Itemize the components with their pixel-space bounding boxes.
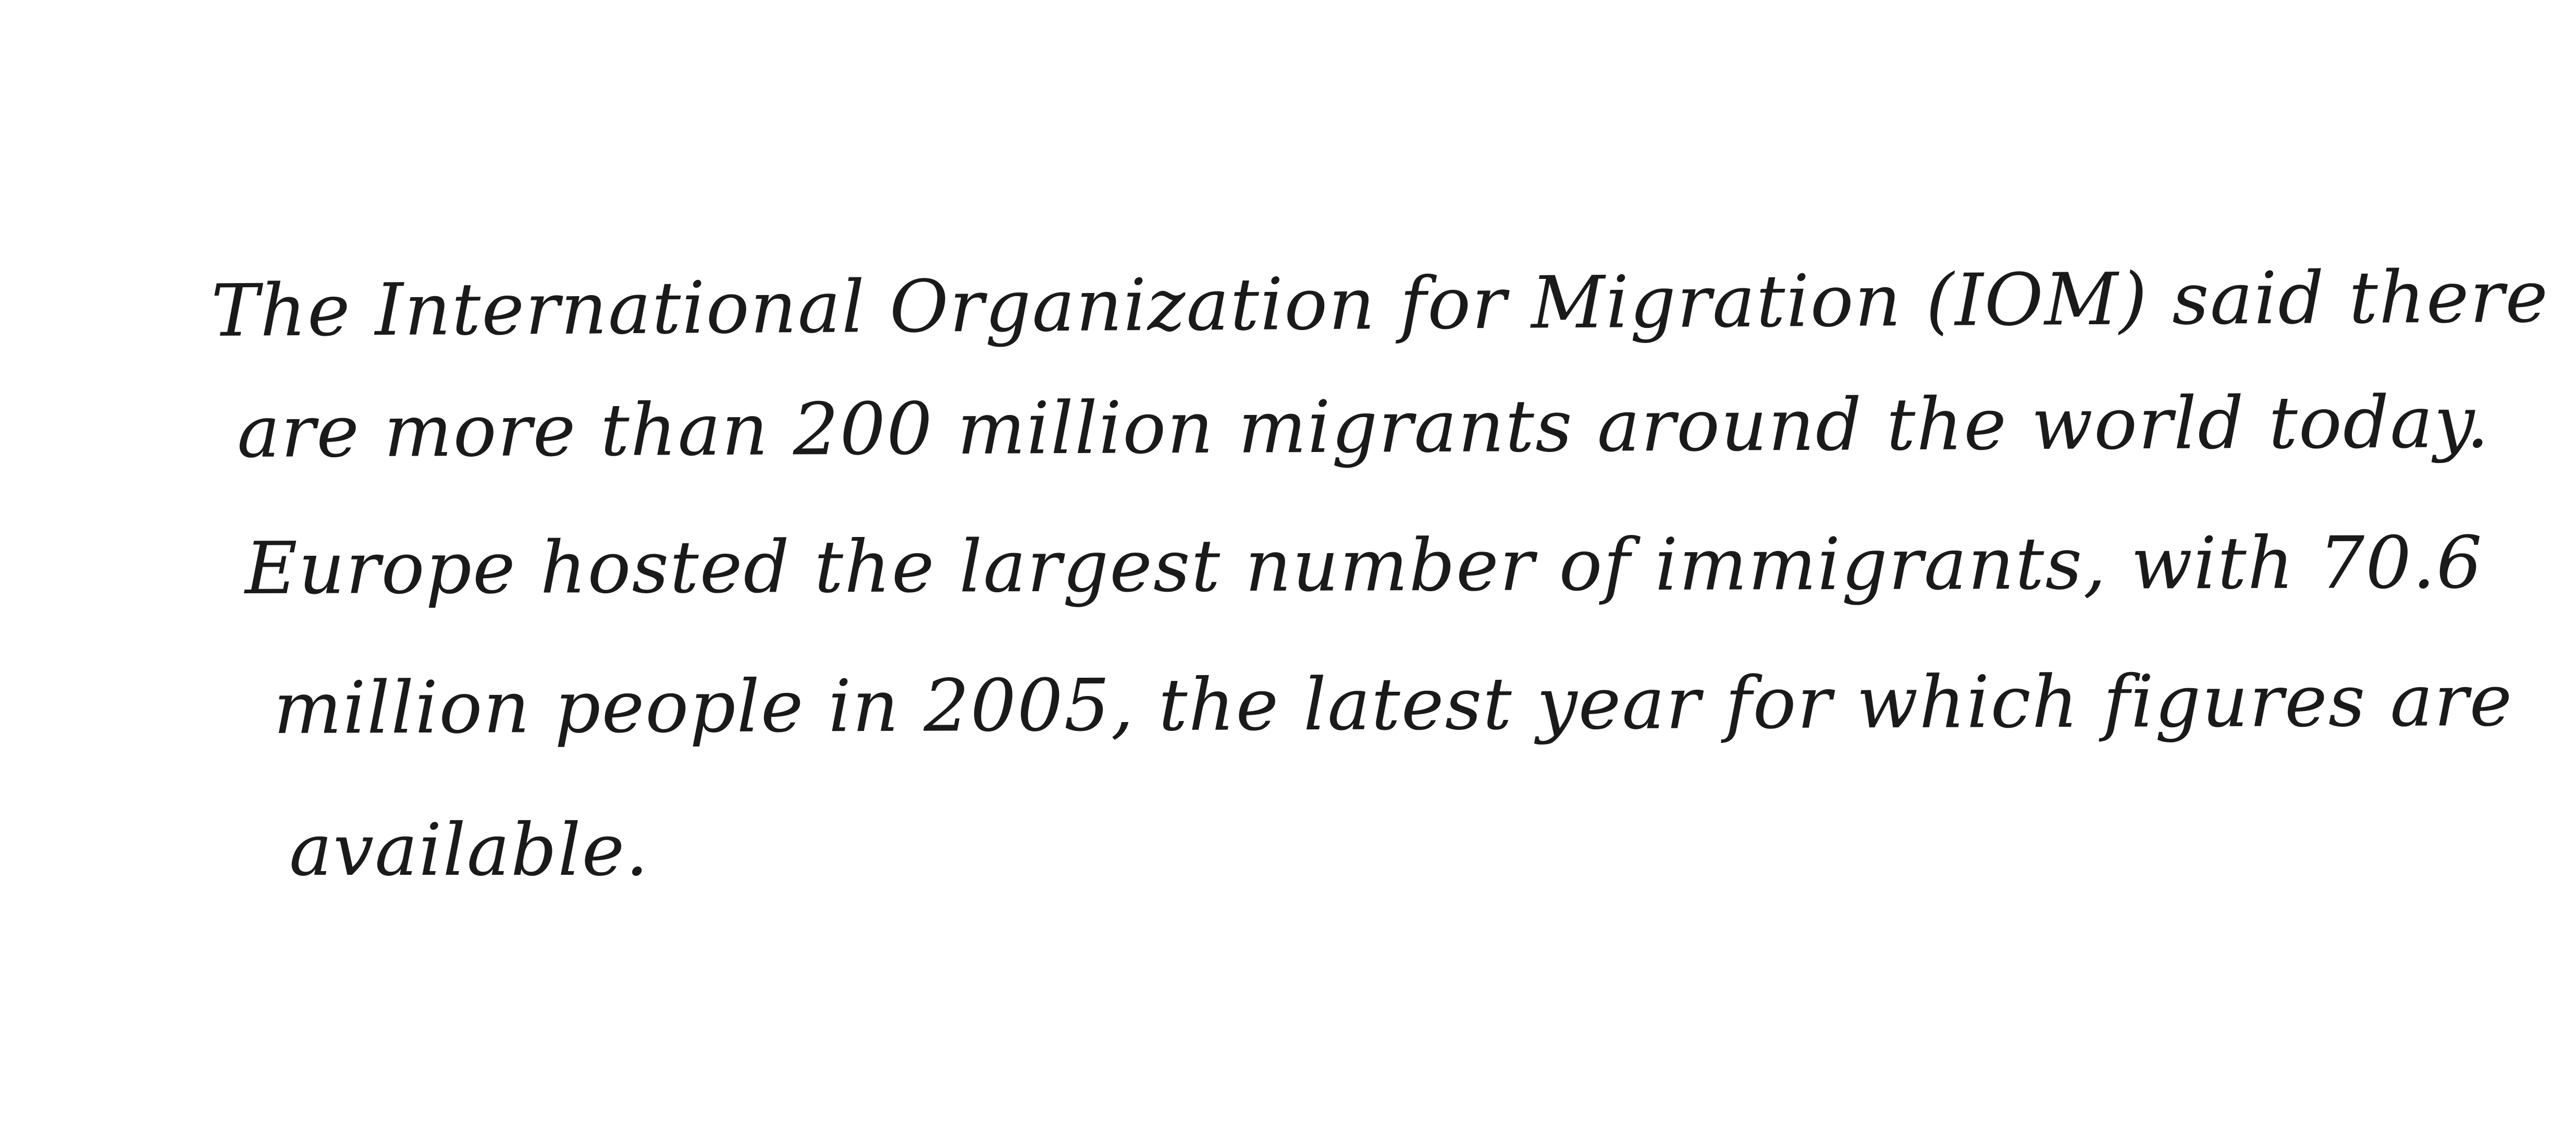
handwritten-line: available. bbox=[289, 808, 650, 892]
handwritten-line: Europe hosted the largest number of immi… bbox=[244, 520, 2483, 610]
handwritten-line: The International Organization for Migra… bbox=[211, 254, 2549, 353]
handwritten-line: are more than 200 million migrants aroun… bbox=[237, 380, 2491, 474]
handwritten-line: million people in 2005, the latest year … bbox=[273, 658, 2513, 750]
